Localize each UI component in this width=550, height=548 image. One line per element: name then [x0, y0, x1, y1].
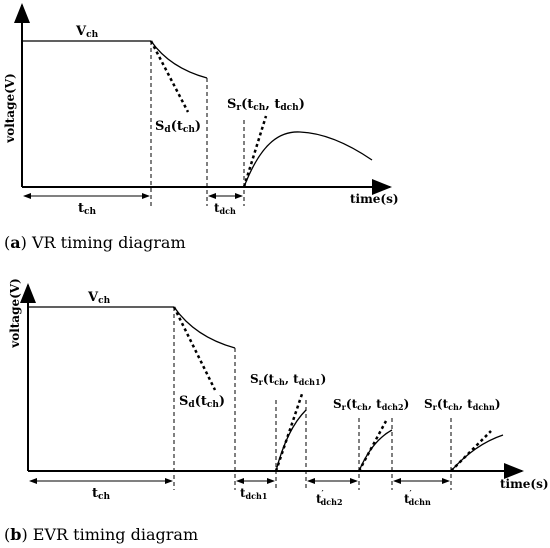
panel-b-recovery-curve-3	[450, 434, 504, 472]
panel-a-caption: (a) VR timing diagram	[4, 233, 186, 252]
panel-a-tdch-label: tdch	[214, 201, 236, 216]
panel-a-sd-label: Sd(tch)	[155, 119, 201, 135]
panel-a-sr-slope	[242, 115, 268, 188]
panel-a-xlabel: time(s)	[350, 192, 399, 206]
panel-a-sd-slope	[149, 40, 190, 113]
panel-b-xlabel: time(s)	[500, 477, 549, 491]
panel-b-ylabel: voltage(V)	[8, 278, 22, 349]
panel-a-diagram	[13, 3, 392, 206]
panel-b-vch-label: Vch	[87, 290, 111, 306]
panel-a-tch-label: tch	[78, 201, 96, 217]
panel-b-sr2-label: Sr(tch, tdch2)	[333, 397, 409, 412]
panel-b-sr1-label: Sr(tch, tdch1)	[250, 372, 326, 387]
panel-b-sr3-label: Sr(tch, tdchn)	[424, 397, 501, 412]
panel-b-diagram	[20, 283, 524, 490]
panel-b-sr-slope-1	[274, 393, 304, 472]
panel-b-sd-slope	[172, 306, 217, 391]
panel-b-tch-label: tch	[92, 486, 110, 502]
panel-b-sr-slope-3	[450, 430, 492, 472]
panel-a-recovery-curve	[243, 131, 373, 188]
panel-b-sr-slope-2	[357, 420, 388, 472]
panel-a-vch-label: Vch	[75, 24, 99, 40]
panel-b-tdch1-label: tdch1	[240, 486, 267, 501]
panel-b-caption: (b) EVR timing diagram	[4, 525, 198, 544]
panel-b-recovery-curve-2	[358, 429, 393, 472]
panel-b-tdchn-label: t′ dchn	[404, 488, 431, 507]
panel-b-tdch2-label: t′ dch2	[316, 488, 343, 507]
panel-b-discharge-curve	[173, 306, 236, 349]
panel-a-sr-label: Sr(tch, tdch)	[227, 97, 305, 113]
panel-b-recovery-curve-1	[275, 409, 307, 472]
panel-a-ylabel: voltage(V)	[3, 73, 17, 144]
panel-b-sd-label: Sd(tch)	[179, 394, 225, 410]
